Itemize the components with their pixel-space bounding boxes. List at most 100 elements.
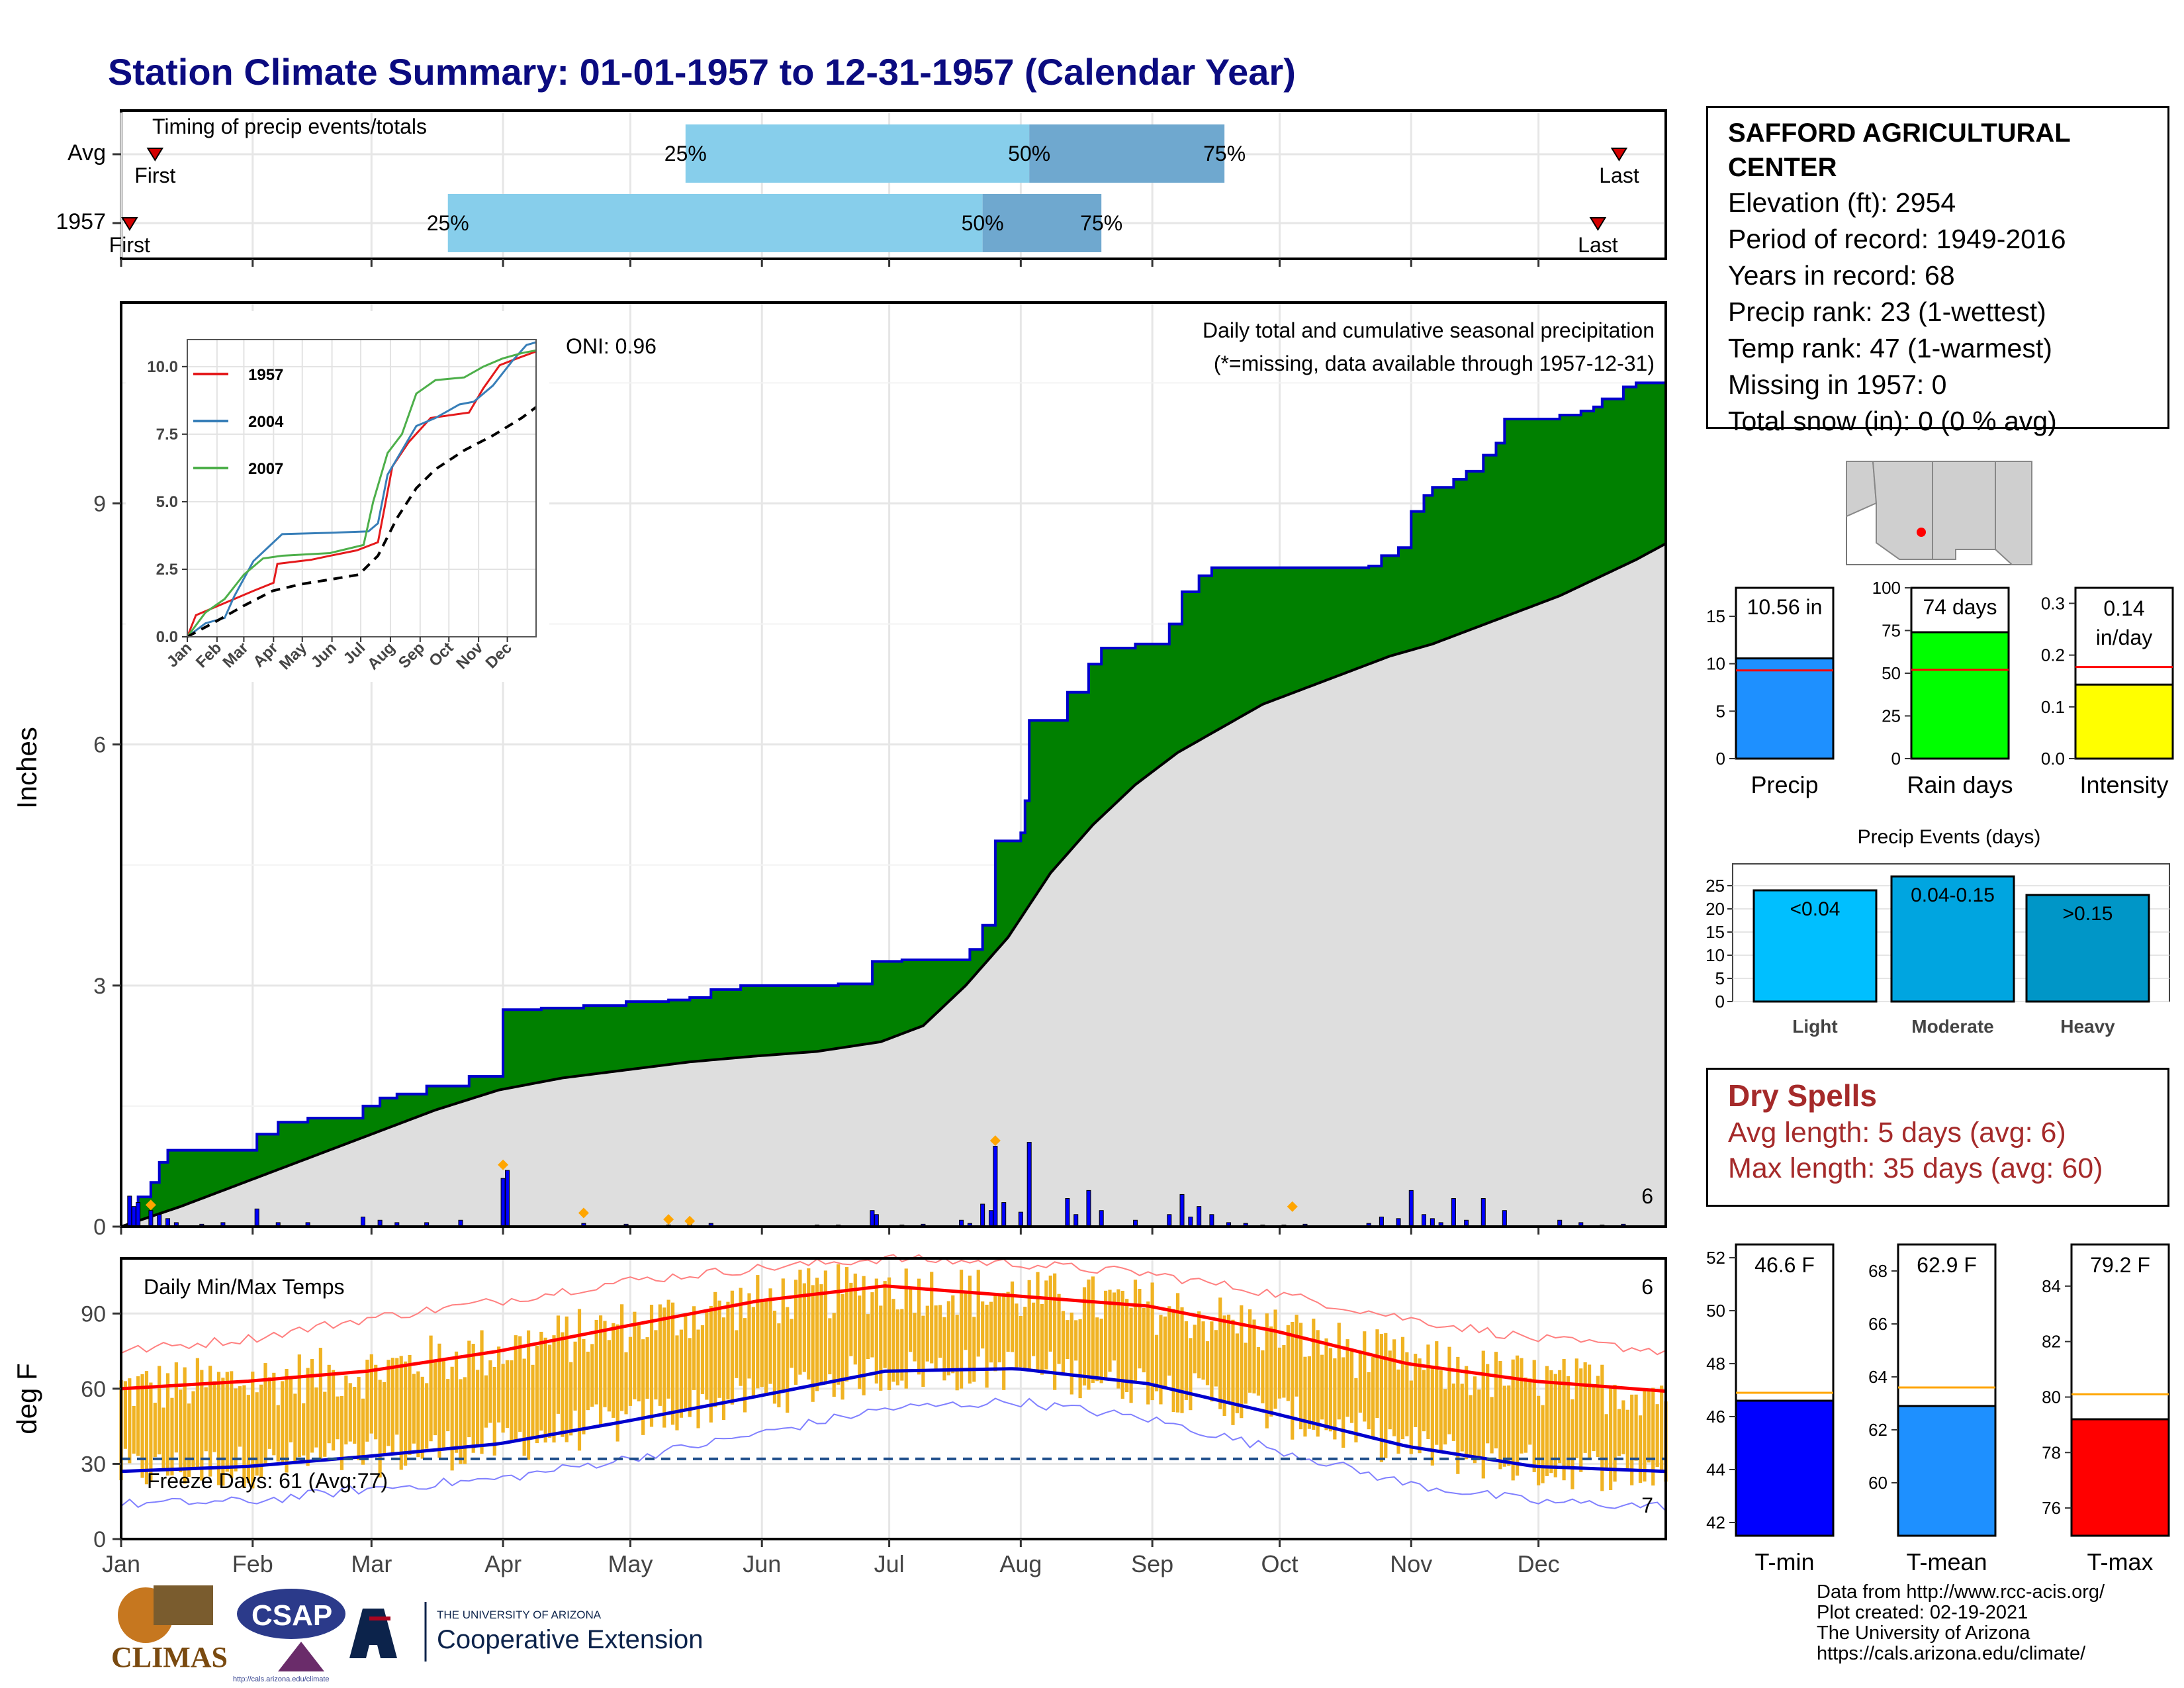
daily-temp-range-bar bbox=[772, 1311, 777, 1404]
daily-temp-range-bar bbox=[1392, 1339, 1396, 1436]
daily-temp-range-bar bbox=[637, 1322, 641, 1402]
daily-temp-range-bar bbox=[917, 1278, 921, 1375]
timing-q25-label: 25% bbox=[427, 211, 469, 235]
daily-temp-range-bar bbox=[471, 1344, 475, 1453]
daily-temp-range-bar bbox=[1426, 1344, 1430, 1439]
record-max-line bbox=[120, 1254, 1666, 1356]
daily-temp-range-bar bbox=[425, 1383, 429, 1449]
csap-logo-text: CSAP bbox=[251, 1599, 332, 1632]
daily-temp-range-bar bbox=[781, 1278, 785, 1392]
temp-x-tick-label: Dec bbox=[1518, 1550, 1560, 1577]
daily-temp-range-bar bbox=[684, 1315, 688, 1411]
daily-precip-bar bbox=[254, 1208, 259, 1227]
daily-temp-range-bar bbox=[751, 1307, 756, 1399]
daily-temp-range-bar bbox=[1545, 1366, 1549, 1476]
daily-temp-range-bar bbox=[497, 1346, 501, 1423]
timing-q25-label: 25% bbox=[664, 142, 707, 165]
daily-temp-range-bar bbox=[1337, 1323, 1341, 1420]
timing-first-label: First bbox=[109, 233, 150, 257]
events-bar-label: 0.04-0.15 bbox=[1911, 884, 1995, 906]
dry-spells-avg: Avg length: 5 days (avg: 6) bbox=[1728, 1117, 2066, 1149]
csap-logo-cloud bbox=[237, 1589, 345, 1639]
daily-temp-range-bar bbox=[1146, 1301, 1150, 1405]
daily-temp-range-bar bbox=[1265, 1313, 1269, 1429]
events-bar-label: <0.04 bbox=[1790, 898, 1841, 920]
ua-logo: THE UNIVERSITY OF ARIZONA Cooperative Ex… bbox=[349, 1602, 703, 1662]
temp-count-blue: 7 bbox=[1641, 1493, 1653, 1517]
timing-q75-label: 75% bbox=[1080, 211, 1122, 235]
temp-bar-y-tick-label: 62 bbox=[1868, 1420, 1888, 1440]
daily-temp-range-bar bbox=[747, 1293, 751, 1379]
daily-temp-range-bar bbox=[1053, 1273, 1057, 1390]
daily-temp-range-bar bbox=[815, 1278, 819, 1391]
precip-events-title: Precip Events (days) bbox=[1858, 826, 2041, 848]
daily-temp-range-bar bbox=[1486, 1364, 1490, 1444]
daily-temp-range-bar bbox=[1074, 1320, 1078, 1361]
temp-x-tick-label: Apr bbox=[484, 1550, 522, 1577]
daily-temp-range-bar bbox=[1443, 1389, 1447, 1445]
daily-temp-range-bar bbox=[790, 1319, 794, 1368]
daily-temp-range-bar bbox=[1342, 1357, 1345, 1448]
daily-temp-range-bar bbox=[1082, 1287, 1087, 1386]
daily-temp-range-bar bbox=[1349, 1350, 1354, 1423]
daily-temp-range-bar bbox=[730, 1290, 734, 1405]
daily-temp-range-bar bbox=[1469, 1395, 1473, 1456]
mini-bar-y-tick-label: 15 bbox=[1706, 606, 1725, 626]
daily-temp-range-bar bbox=[1473, 1376, 1477, 1464]
logos: CLIMAS CSAP http://cals.arizona.edu/clim… bbox=[111, 1585, 703, 1685]
daily-temp-range-bar bbox=[1643, 1390, 1647, 1482]
precip-average-line bbox=[120, 542, 1666, 1228]
record-precip-diamond bbox=[145, 1199, 156, 1211]
daily-temp-range-bar bbox=[1244, 1342, 1248, 1404]
daily-temp-range-bar bbox=[1277, 1347, 1282, 1399]
daily-temp-range-bar bbox=[263, 1363, 267, 1466]
daily-temp-range-bar bbox=[1193, 1325, 1197, 1374]
daily-temp-range-bar bbox=[1269, 1326, 1273, 1417]
daily-temp-range-bar bbox=[1214, 1330, 1218, 1387]
temp-bar-y-tick-label: 68 bbox=[1868, 1261, 1888, 1281]
daily-temp-range-bar bbox=[1490, 1397, 1494, 1454]
events-category-label: Heavy bbox=[2060, 1016, 2115, 1037]
temp-bar-y-tick-label: 60 bbox=[1868, 1473, 1888, 1493]
temp-x-tick-label: Feb bbox=[232, 1550, 273, 1577]
daily-temp-range-bar bbox=[1388, 1350, 1392, 1430]
daily-temp-range-bar bbox=[934, 1305, 938, 1372]
daily-temp-range-bar bbox=[1295, 1315, 1298, 1397]
daily-temp-range-bar bbox=[1282, 1344, 1286, 1398]
daily-temp-range-bar bbox=[743, 1318, 747, 1413]
daily-temp-range-bar bbox=[1621, 1400, 1625, 1454]
precip-panel: 0 3 6 9 Daily total and cumulative seasonal… bbox=[11, 301, 1667, 1240]
events-bar bbox=[1752, 889, 1878, 1003]
daily-temp-range-bar bbox=[1125, 1299, 1129, 1393]
daily-temp-range-bar bbox=[1116, 1289, 1120, 1389]
daily-temp-range-bar bbox=[1252, 1319, 1256, 1394]
daily-temp-range-bar bbox=[390, 1358, 394, 1455]
daily-temp-range-bar bbox=[1048, 1275, 1052, 1352]
daily-temp-range-bar bbox=[1625, 1409, 1629, 1469]
mini-bar-y-tick-label: 0.3 bbox=[2041, 593, 2065, 613]
daily-temp-range-bar bbox=[607, 1340, 611, 1412]
daily-temp-range-bar bbox=[603, 1321, 607, 1407]
daily-temp-range-bar bbox=[1087, 1279, 1091, 1390]
dry-spells-title: Dry Spells bbox=[1728, 1078, 1877, 1113]
daily-temp-range-bar bbox=[713, 1291, 717, 1407]
daily-temp-range-bar bbox=[1358, 1352, 1362, 1413]
daily-temp-range-bar bbox=[433, 1360, 437, 1436]
daily-temp-range-bar bbox=[476, 1370, 480, 1448]
csap-logo-mountain bbox=[278, 1642, 324, 1671]
timing-last-label: Last bbox=[1578, 233, 1618, 257]
daily-temp-range-bar bbox=[993, 1295, 997, 1372]
timing-q50-label: 50% bbox=[962, 211, 1004, 235]
daily-temp-range-bar bbox=[679, 1329, 683, 1418]
daily-temp-range-bar bbox=[675, 1335, 679, 1430]
daily-temp-range-bar bbox=[913, 1313, 917, 1362]
daily-temp-range-bar bbox=[492, 1366, 496, 1456]
daily-precip-bar bbox=[1001, 1202, 1007, 1227]
record-precip-diamond bbox=[989, 1135, 1001, 1147]
daily-temp-range-bar bbox=[692, 1306, 696, 1390]
precip-events-chart: Precip Events (days) 0 5 10 15 20 25 <0.04 Ligh… bbox=[1706, 826, 2170, 1037]
daily-temp-range-bar bbox=[942, 1317, 946, 1381]
temp-x-tick-label: Jan bbox=[102, 1550, 140, 1577]
temp-bar-y-tick-label: 52 bbox=[1706, 1248, 1725, 1268]
mini-bar-y-tick-label: 75 bbox=[1882, 621, 1901, 641]
